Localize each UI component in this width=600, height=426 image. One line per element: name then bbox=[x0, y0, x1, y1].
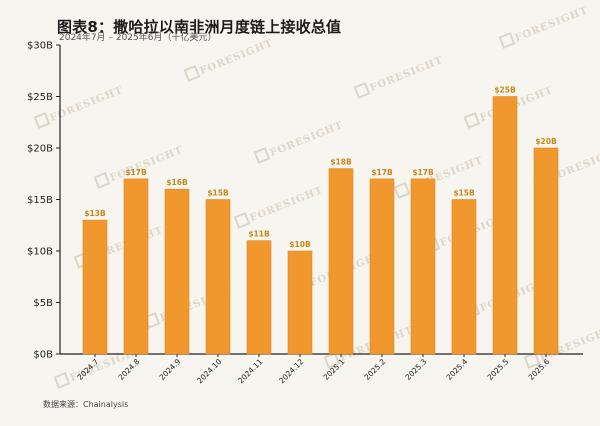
watermark-mark bbox=[463, 111, 481, 129]
data-source-note: 数据来源：Chainalysis bbox=[43, 400, 129, 409]
bar bbox=[328, 168, 354, 355]
bar bbox=[123, 178, 149, 355]
chart-title: 图表8：撒哈拉以南非洲月度链上接收总值 bbox=[57, 18, 342, 36]
y-tick-label: $5B bbox=[33, 298, 53, 309]
watermark-logo: FORESIGHT bbox=[33, 85, 125, 129]
x-tick-label: 2024.12 bbox=[277, 357, 305, 385]
watermark-text: FORESIGHT bbox=[249, 185, 326, 224]
watermark-mark bbox=[393, 181, 411, 199]
data-label: $10B bbox=[289, 240, 311, 249]
watermark-mark bbox=[183, 64, 201, 82]
bar bbox=[410, 178, 436, 355]
y-tick-label: $20B bbox=[27, 144, 53, 155]
x-tick-label: 2025.4 bbox=[444, 357, 469, 382]
y-tick-label: $10B bbox=[27, 247, 53, 258]
x-tick-label: 2024.10 bbox=[195, 357, 223, 385]
data-label: $20B bbox=[535, 137, 557, 146]
data-label: $18B bbox=[330, 158, 352, 167]
y-tick-label: $30B bbox=[27, 41, 53, 52]
y-tick-label: $0B bbox=[33, 350, 53, 361]
data-label: $17B bbox=[125, 168, 147, 177]
chart-subtitle: 2024年7月 – 2025年6月（十亿美元） bbox=[59, 33, 217, 43]
data-label: $11B bbox=[248, 230, 270, 239]
data-label: $17B bbox=[371, 168, 393, 177]
watermark-logo: FORESIGHT bbox=[498, 5, 591, 49]
x-tick-label: 2024.11 bbox=[236, 357, 264, 385]
watermark-logo: FORESIGHT bbox=[353, 55, 446, 99]
watermark-mark bbox=[498, 31, 516, 49]
x-tick-label: 2024.9 bbox=[157, 357, 182, 382]
bar bbox=[492, 96, 518, 355]
bar bbox=[246, 240, 272, 355]
data-label: $17B bbox=[412, 168, 434, 177]
watermark-mark bbox=[323, 351, 341, 369]
data-label: $16B bbox=[166, 178, 188, 187]
bar bbox=[533, 147, 559, 355]
watermark-text: FORESIGHT bbox=[199, 38, 276, 77]
watermark-text: FORESIGHT bbox=[514, 5, 591, 44]
data-label: $13B bbox=[84, 209, 106, 218]
watermark-mark bbox=[353, 81, 371, 99]
x-tick-label: 2025.2 bbox=[362, 357, 387, 382]
watermark-mark bbox=[53, 371, 71, 389]
watermark-logo: FORESIGHT bbox=[233, 185, 326, 229]
bar-series bbox=[82, 96, 559, 355]
watermark-mark bbox=[93, 171, 111, 189]
bar bbox=[164, 188, 190, 355]
watermark-mark bbox=[253, 146, 271, 164]
watermark-mark bbox=[33, 111, 51, 129]
watermark-logo: FORESIGHT bbox=[183, 38, 276, 82]
y-tick-label: $15B bbox=[27, 195, 53, 206]
bar bbox=[287, 250, 313, 355]
watermark-mark bbox=[523, 351, 541, 369]
data-label: $15B bbox=[453, 189, 475, 198]
watermark-text: FORESIGHT bbox=[369, 55, 446, 94]
x-tick-label: 2025.5 bbox=[485, 357, 510, 382]
watermark-mark bbox=[233, 211, 251, 229]
bar bbox=[82, 219, 108, 355]
y-tick-label: $25B bbox=[27, 92, 53, 103]
data-label: $15B bbox=[207, 189, 229, 198]
bar bbox=[369, 178, 395, 355]
x-tick-label: 2025.3 bbox=[403, 357, 428, 382]
bar bbox=[451, 199, 477, 355]
bar bbox=[205, 199, 231, 355]
watermark-text: FORESIGHT bbox=[269, 120, 346, 159]
data-label: $25B bbox=[494, 86, 516, 95]
